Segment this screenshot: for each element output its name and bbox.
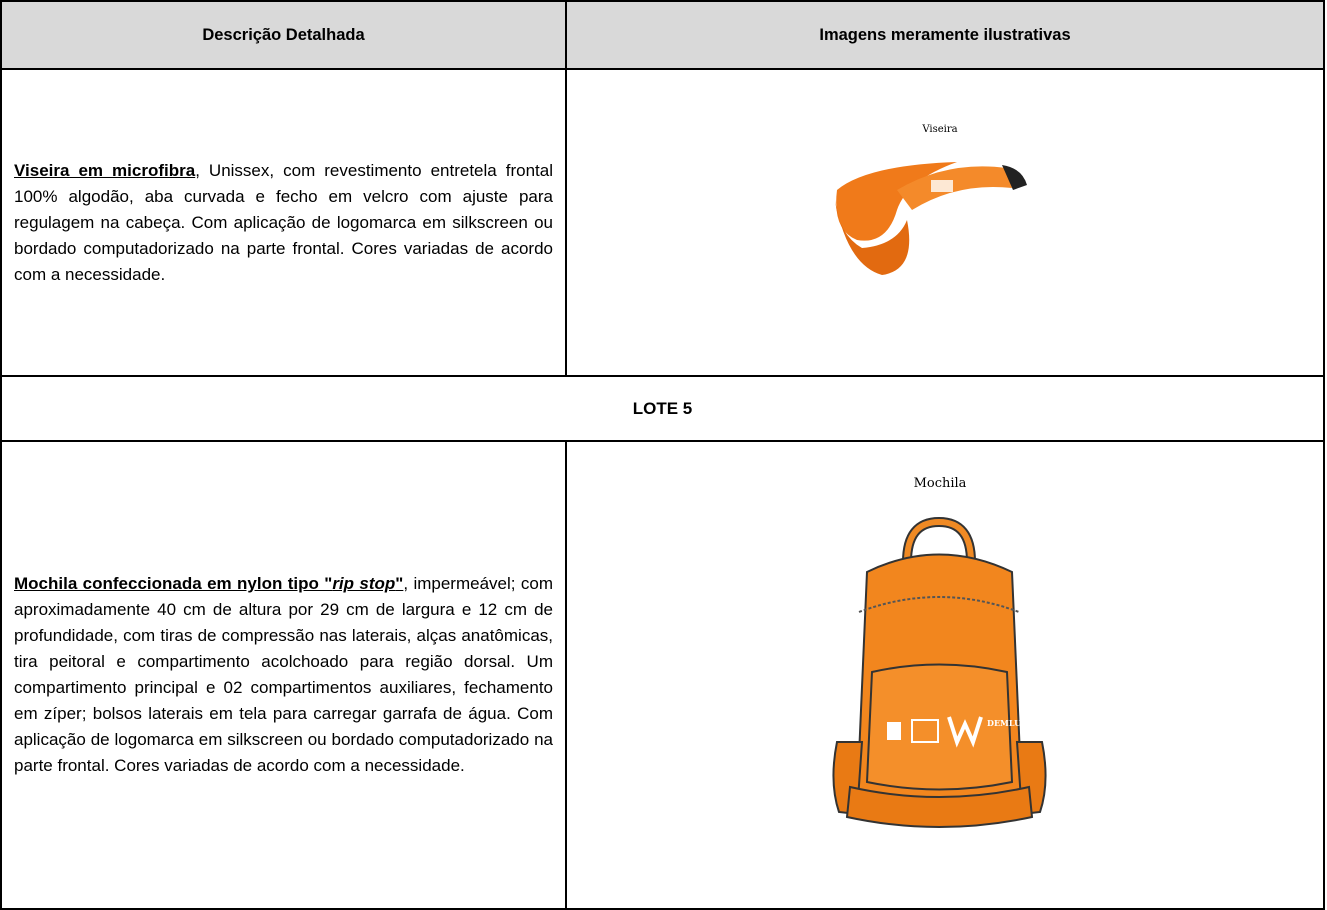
visor-brim xyxy=(836,162,957,241)
description-text: , impermeável; com aproximadamente 40 cm… xyxy=(14,574,553,775)
zipper xyxy=(858,596,1020,613)
logo-text: DEMLURB xyxy=(987,718,1035,728)
lead: Viseira em microfibra xyxy=(14,160,196,180)
image-cell: Mochila DEMLURB xyxy=(565,440,1325,910)
lead-end: " xyxy=(395,574,404,593)
visor-strap xyxy=(1002,165,1027,190)
section-row: LOTE 5 xyxy=(0,375,1325,442)
logo-mark xyxy=(947,716,983,748)
header-row: Descrição Detalhada Imagens meramente il… xyxy=(0,0,1325,70)
front-pocket xyxy=(865,663,1014,791)
visor-image: Viseira xyxy=(835,124,1027,275)
handle-fill xyxy=(904,518,974,563)
description-cell: Mochila confeccionada em nylon tipo "rip… xyxy=(0,440,567,910)
visor-edge xyxy=(835,200,910,275)
logo-mark xyxy=(911,719,939,743)
header-images: Imagens meramente ilustrativas xyxy=(565,0,1325,70)
image-cell: Viseira xyxy=(565,68,1325,377)
lead-text: Mochila confeccionada em nylon tipo " xyxy=(14,574,333,593)
row-backpack: Mochila confeccionada em nylon tipo "rip… xyxy=(0,440,1325,910)
logo-mark xyxy=(887,722,901,740)
description-cell: Viseira em microfibra, Unissex, com reve… xyxy=(0,68,567,377)
row-visor: Viseira em microfibra, Unissex, com reve… xyxy=(0,68,1325,377)
visor-logo xyxy=(931,180,953,192)
lead: Mochila confeccionada em nylon tipo "rip… xyxy=(14,574,403,593)
description-text: , Unissex, com revestimento entretela fr… xyxy=(14,160,553,284)
section-title: LOTE 5 xyxy=(0,375,1325,442)
header-description: Descrição Detalhada xyxy=(0,0,567,70)
lead-italic: rip stop xyxy=(332,574,396,593)
backpack-image: Mochila DEMLURB xyxy=(832,476,1047,828)
bottom xyxy=(845,785,1034,828)
image-caption: Viseira xyxy=(921,124,957,135)
visor-band xyxy=(897,166,1012,210)
image-caption: Mochila xyxy=(914,476,967,491)
